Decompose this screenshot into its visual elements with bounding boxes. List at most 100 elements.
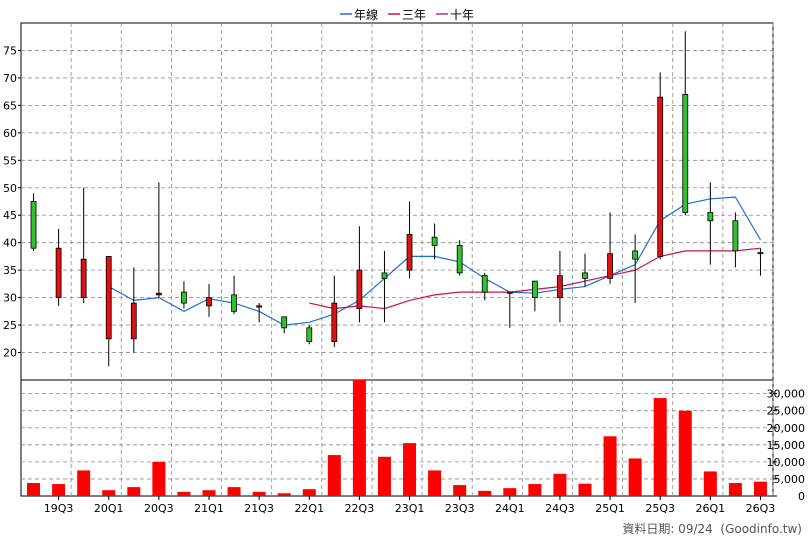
candle-body: [130, 302, 137, 340]
volume-bar: [102, 490, 116, 496]
candle-body: [632, 250, 639, 260]
candle-body: [381, 272, 388, 279]
price-tick-label: 70: [3, 72, 17, 85]
candle-body: [682, 94, 689, 213]
volume-tick-label: 20,000: [767, 422, 806, 435]
price-tick-label: 65: [3, 99, 17, 112]
candle-body: [456, 245, 463, 274]
volume-bar: [377, 456, 391, 496]
volume-bar: [177, 491, 191, 496]
candle-body: [531, 280, 538, 299]
candle-body: [181, 291, 187, 304]
x-tick-label: 26Q3: [746, 502, 776, 515]
x-tick-label: 20Q1: [94, 502, 124, 515]
candle-body: [707, 212, 714, 222]
candle-body: [506, 291, 513, 294]
candle-body: [557, 275, 563, 299]
candle-body: [80, 258, 87, 299]
x-tick-label: 26Q1: [696, 502, 726, 515]
volume-tick-label: 0: [798, 490, 805, 503]
price-panel-frame: [20, 22, 774, 381]
volume-bar: [302, 489, 316, 496]
volume-axis: 0 5,000 10,000 15,000 20,000 25,000 30,000: [767, 388, 806, 503]
price-tick-label: 75: [3, 44, 17, 57]
legend-label: 十年: [450, 8, 474, 22]
price-tick-label: 55: [3, 154, 17, 167]
candle-body: [281, 316, 288, 329]
candle-body: [155, 292, 162, 296]
x-tick-label: 19Q3: [44, 502, 74, 515]
volume-bar: [678, 410, 692, 496]
candle-body: [582, 272, 588, 279]
volume-bar: [327, 455, 341, 496]
volume-tick-label: 5,000: [774, 473, 806, 486]
legend-label: 年線: [354, 7, 378, 22]
volume-bar: [77, 470, 91, 496]
volume-bar: [603, 436, 617, 496]
price-tick-label: 45: [3, 209, 17, 222]
x-tick-label: 21Q3: [244, 502, 274, 515]
candle-body: [231, 294, 237, 312]
volume-bar: [753, 481, 767, 496]
volume-bar: [503, 488, 517, 496]
candle-body: [331, 302, 338, 342]
volume-bar: [728, 483, 742, 496]
volume-bar: [52, 484, 66, 496]
x-tick-label: 22Q3: [345, 502, 375, 515]
price-grid: [21, 23, 774, 380]
candle-body: [406, 234, 413, 271]
volume-bar: [202, 490, 216, 496]
volume-bar: [528, 484, 542, 496]
volume-bar: [703, 471, 717, 496]
price-tick-label: 60: [3, 127, 17, 140]
price-tick-label: 30: [3, 292, 17, 305]
price-tick-label: 35: [3, 264, 17, 277]
volume-tick-label: 10,000: [767, 456, 806, 469]
volume-bar: [428, 470, 442, 496]
candle-body: [206, 297, 212, 307]
candle-body: [256, 305, 263, 308]
x-axis: 19Q3 20Q1 20Q3 21Q1 21Q3 22Q1 22Q3 23Q1 23Q3 24Q1…: [44, 496, 776, 515]
volume-tick-label: 25,000: [767, 405, 806, 418]
x-tick-label: 20Q3: [144, 502, 174, 515]
volume-bar: [653, 398, 667, 496]
x-tick-label: 24Q3: [545, 502, 575, 515]
volume-bar: [553, 473, 567, 496]
volume-bar: [453, 485, 467, 496]
legend-label: 三年: [402, 8, 426, 22]
volume-tick-label: 30,000: [767, 388, 806, 401]
candle-body: [732, 220, 739, 252]
volume-bar: [277, 493, 291, 496]
x-tick-label: 23Q1: [395, 502, 425, 515]
candle-body: [105, 256, 112, 340]
candle-body: [431, 236, 438, 246]
volume-bar: [478, 490, 492, 496]
volume-bar: [628, 458, 642, 496]
volume-bar: [403, 443, 417, 496]
candle-body: [757, 252, 764, 255]
volume-bar: [27, 483, 41, 496]
legend: 年線 三年 十年: [340, 7, 474, 22]
volume-grid: [21, 380, 774, 496]
price-tick-label: 25: [3, 319, 17, 332]
candlesticks: [30, 31, 764, 367]
volume-tick-label: 15,000: [767, 439, 806, 452]
x-tick-label: 22Q1: [294, 502, 324, 515]
price-tick-label: 50: [3, 182, 17, 195]
x-tick-label: 23Q3: [445, 502, 475, 515]
x-tick-label: 25Q3: [645, 502, 675, 515]
volume-bar: [578, 483, 592, 496]
candle-body: [657, 96, 664, 257]
price-tick-label: 20: [3, 347, 17, 360]
price-axis: 20 25 30 35 40 45 50 55 60 65 70 75: [3, 44, 21, 360]
x-tick-label: 21Q1: [194, 502, 224, 515]
volume-bar: [152, 461, 166, 496]
candle-body: [306, 327, 313, 342]
candle-body: [481, 275, 488, 293]
volume-bar: [252, 491, 266, 496]
volume-bar: [352, 380, 366, 496]
candle-body: [30, 201, 37, 249]
footer-text: 資料日期: 09/24 (Goodinfo.tw): [622, 522, 802, 536]
